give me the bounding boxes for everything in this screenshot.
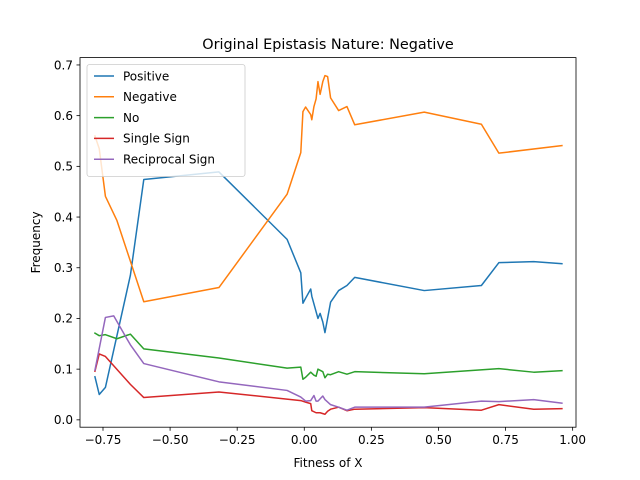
y-tick-label: 0.6 [54, 109, 73, 123]
x-tick-label: 0.25 [358, 433, 385, 447]
y-tick-label: 0.1 [54, 362, 73, 376]
y-tick-label: 0.4 [54, 210, 73, 224]
legend-label-positive: Positive [123, 69, 169, 83]
chart-title: Original Epistasis Nature: Negative [202, 37, 454, 53]
x-tick-label: −0.50 [152, 433, 189, 447]
plot-frame [79, 57, 577, 428]
series-line-positive [94, 171, 563, 396]
x-tick-label: 0.50 [425, 433, 452, 447]
series-line-reciprocal-sign [94, 315, 563, 411]
y-tick-label: 0.2 [54, 312, 73, 326]
x-tick-label: 0.00 [291, 433, 318, 447]
y-tick-label: 0.0 [54, 413, 73, 427]
series-line-negative [93, 74, 563, 303]
legend: Positive Negative No Single Sign Reciprocal … [86, 64, 246, 177]
legend-frame [86, 64, 246, 177]
x-tick-label: 0.75 [492, 433, 519, 447]
x-axis-label: Fitness of X [294, 456, 363, 470]
series-line-single-sign [94, 353, 563, 416]
y-tick-label: 0.5 [54, 160, 73, 174]
series-line-no [93, 332, 563, 381]
legend-label-no: No [123, 111, 139, 125]
x-tick-label: 1.00 [559, 433, 586, 447]
y-axis-label: Frequency [29, 211, 43, 273]
series-layer [93, 74, 563, 416]
x-tick-label: −0.25 [219, 433, 256, 447]
legend-label-reciprocal-sign: Reciprocal Sign [123, 153, 215, 167]
y-tick-label: 0.3 [54, 261, 73, 275]
legend-label-negative: Negative [123, 90, 177, 104]
y-axis-ticks: 0.0 0.1 0.2 0.3 0.4 0.5 0.6 0.7 [54, 58, 80, 427]
x-tick-label: −0.75 [85, 433, 122, 447]
x-axis-ticks: −0.75 −0.50 −0.25 0.00 0.25 0.50 0.75 1.00 [85, 427, 586, 447]
y-tick-label: 0.7 [54, 58, 73, 72]
legend-label-single-sign: Single Sign [123, 132, 190, 146]
